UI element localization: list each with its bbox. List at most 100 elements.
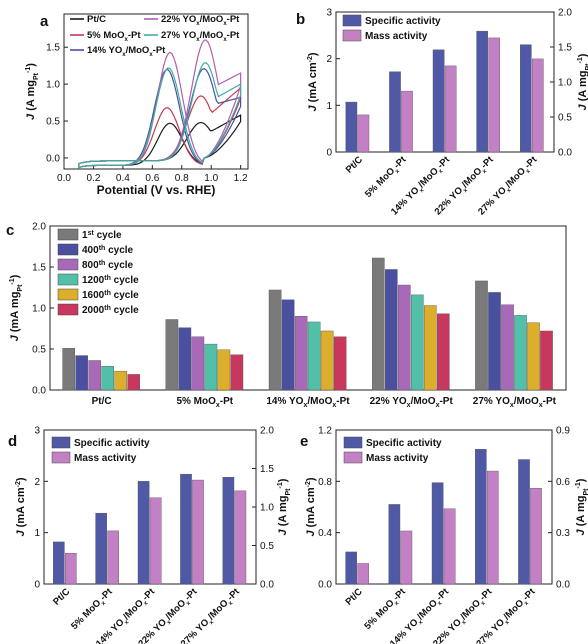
legend-label: 1600th cycle [82,290,139,301]
category-label: 14% YOx/MoOx-Pt [266,396,350,409]
x-tick-label: 0.2 [86,173,100,184]
bar [540,330,553,391]
bar [95,512,107,585]
y-axis-label: J (mA cm-2) [307,52,319,111]
bar [388,504,401,585]
y2-tick-label: 0.3 [556,528,570,539]
y-tick-label: 1.5 [46,43,60,54]
bar [475,280,488,391]
bar [401,90,413,153]
y-tick-label: 1.0 [46,80,60,91]
bar [64,553,77,585]
legend-label: 1200th cycle [82,275,139,286]
y-tick-label: 0.5 [46,117,60,128]
bar [165,319,179,391]
bar [488,292,501,391]
legend-swatch [57,258,79,271]
bar [281,299,295,391]
cv-curve [78,114,242,169]
bar [501,304,514,391]
legend-label: 2000th cycle [82,305,139,316]
legend-label: Specific activity [74,438,150,449]
legend-swatch [57,243,79,256]
bar [432,49,445,153]
x-axis-label: Potential (V vs. RHE) [97,183,216,197]
y2-tick-label: 0.0 [558,148,572,159]
bar [488,37,501,153]
y-tick-label: 0.8 [318,477,332,488]
legend-label: 5% MoOx-Pt [87,30,141,43]
bar [411,294,424,391]
y-axis-label: J (mA cm-2) [15,477,27,536]
bar [520,44,532,153]
bar [192,479,204,585]
y-tick-label: 0.0 [318,580,332,591]
legend-label: Mass activity [365,31,428,42]
bar [75,355,88,391]
legend-label: Mass activity [366,453,429,464]
bar [527,322,540,391]
legend-swatch [51,436,71,449]
bar [532,58,544,153]
legend-label: 400th cycle [82,245,134,256]
y-tick-label: 0.4 [318,528,332,539]
y-tick-label: 2.0 [32,222,46,233]
y-tick-label: 0.5 [32,345,46,356]
bar [398,284,411,391]
legend-swatch [57,288,79,301]
legend-label: Specific activity [366,438,442,449]
bar [127,374,140,391]
x-tick-label: 1.0 [204,173,218,184]
bar [88,360,101,391]
y-tick-label: 2 [34,477,40,488]
legend-swatch [57,228,79,241]
bar [114,370,127,391]
bar [101,366,114,391]
y-tick-label: 0 [34,580,40,591]
legend-label: 22% YOx/MoOx-Pt [161,14,240,27]
bar [400,530,413,585]
legend-label: 1st cycle [82,230,122,241]
category-label: Pt/C [344,586,365,607]
bar [62,347,75,391]
y-tick-label: 1 [326,101,332,112]
category-label: Pt/C [344,154,365,175]
bar [307,321,321,391]
y-tick-label: 0.0 [46,153,60,164]
bar [431,482,444,585]
bar [443,508,456,585]
bar [437,313,450,391]
bar [345,551,358,585]
y-axis-label: J (mA mgPt-1) [9,274,24,341]
category-label: Pt/C [51,586,72,607]
y2-tick-label: 1.0 [260,503,274,514]
y2-tick-label: 0.0 [260,580,274,591]
y-tick-label: 0 [326,148,332,159]
y-axis-label: J (mA cm-2) [305,477,317,536]
y2-tick-label: 1.5 [558,43,572,54]
bar [268,289,282,391]
bar [385,269,398,391]
bar [514,315,527,391]
legend-swatch [342,29,362,42]
bar [475,449,487,585]
y-tick-label: 1.0 [32,304,46,315]
bar [357,563,370,585]
category-label: Pt/C [92,396,112,407]
legend-swatch [343,451,363,464]
cv-curve [78,62,242,169]
legend-label: Pt/C [87,14,106,25]
y2-tick-label: 2.0 [558,8,572,19]
bar [372,257,385,391]
bar [137,481,150,585]
y2-tick-label: 0.5 [260,541,274,552]
legend-swatch [343,436,363,449]
x-tick-label: 0.0 [57,173,71,184]
legend-swatch [57,303,79,316]
y-tick-label: 3 [34,426,40,437]
panel-label-d: d [8,433,17,450]
bar [191,336,205,391]
bar [530,487,542,585]
category-label: 27% YOx/MoOx-Pt [473,396,557,409]
